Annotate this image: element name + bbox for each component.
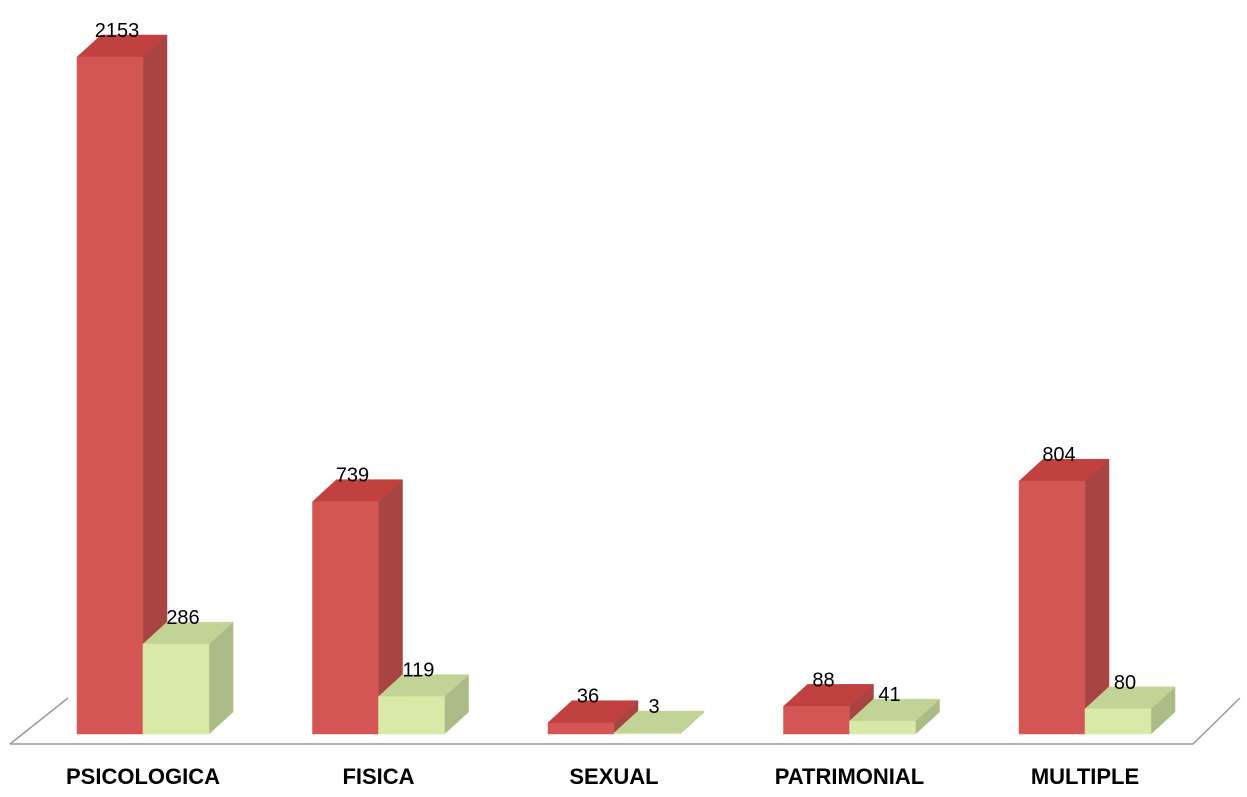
data-label: 41	[878, 684, 900, 706]
bar-front-face	[783, 706, 850, 735]
bar-front-face	[547, 722, 615, 735]
bar-front-face	[613, 732, 681, 735]
bar-multiple-series-2	[1084, 686, 1176, 735]
bar-sexual-series-1	[547, 700, 639, 735]
floor-left-edge	[9, 697, 69, 745]
category-label: FISICA	[342, 764, 414, 789]
bar-front-face	[849, 720, 916, 735]
bar-psicologica-series-1	[76, 34, 168, 735]
category-label: SEXUAL	[569, 764, 658, 789]
data-label: 119	[403, 660, 435, 682]
bar-psicologica-series-2	[142, 621, 234, 735]
bar-patrimonial-series-2	[848, 698, 941, 735]
bar-front-face	[76, 56, 144, 735]
bar-front-face	[142, 643, 210, 735]
data-label: 80	[1114, 672, 1136, 694]
bar-front-face	[378, 696, 445, 735]
bar-multiple-series-1	[1018, 458, 1110, 735]
data-label: 88	[812, 669, 834, 691]
data-label: 286	[166, 607, 199, 629]
data-label: 36	[577, 686, 599, 708]
bar-front-face	[312, 501, 379, 735]
bar-front-face	[1018, 480, 1086, 735]
data-label: 804	[1042, 444, 1075, 466]
category-label: PATRIMONIAL	[775, 764, 925, 789]
category-label: MULTIPLE	[1031, 764, 1139, 789]
data-label: 2153	[95, 20, 140, 42]
category-label: PSICOLOGICA	[66, 764, 220, 789]
bar-patrimonial-series-1	[782, 683, 875, 735]
data-label: 739	[336, 465, 369, 487]
data-label: 3	[648, 696, 659, 718]
bar-fisica-series-2	[377, 674, 470, 735]
bar-front-face	[1084, 708, 1152, 735]
bar-sexual-series-2	[613, 710, 705, 735]
floor-right-edge	[1192, 697, 1241, 745]
